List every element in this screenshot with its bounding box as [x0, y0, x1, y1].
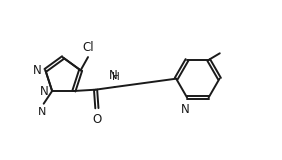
Text: N: N: [33, 64, 42, 77]
Text: N: N: [38, 107, 47, 117]
Text: N: N: [181, 103, 190, 116]
Text: N: N: [40, 84, 49, 97]
Text: O: O: [92, 113, 102, 126]
Text: Cl: Cl: [82, 41, 94, 54]
Text: N: N: [109, 69, 118, 82]
Text: H: H: [112, 72, 120, 82]
